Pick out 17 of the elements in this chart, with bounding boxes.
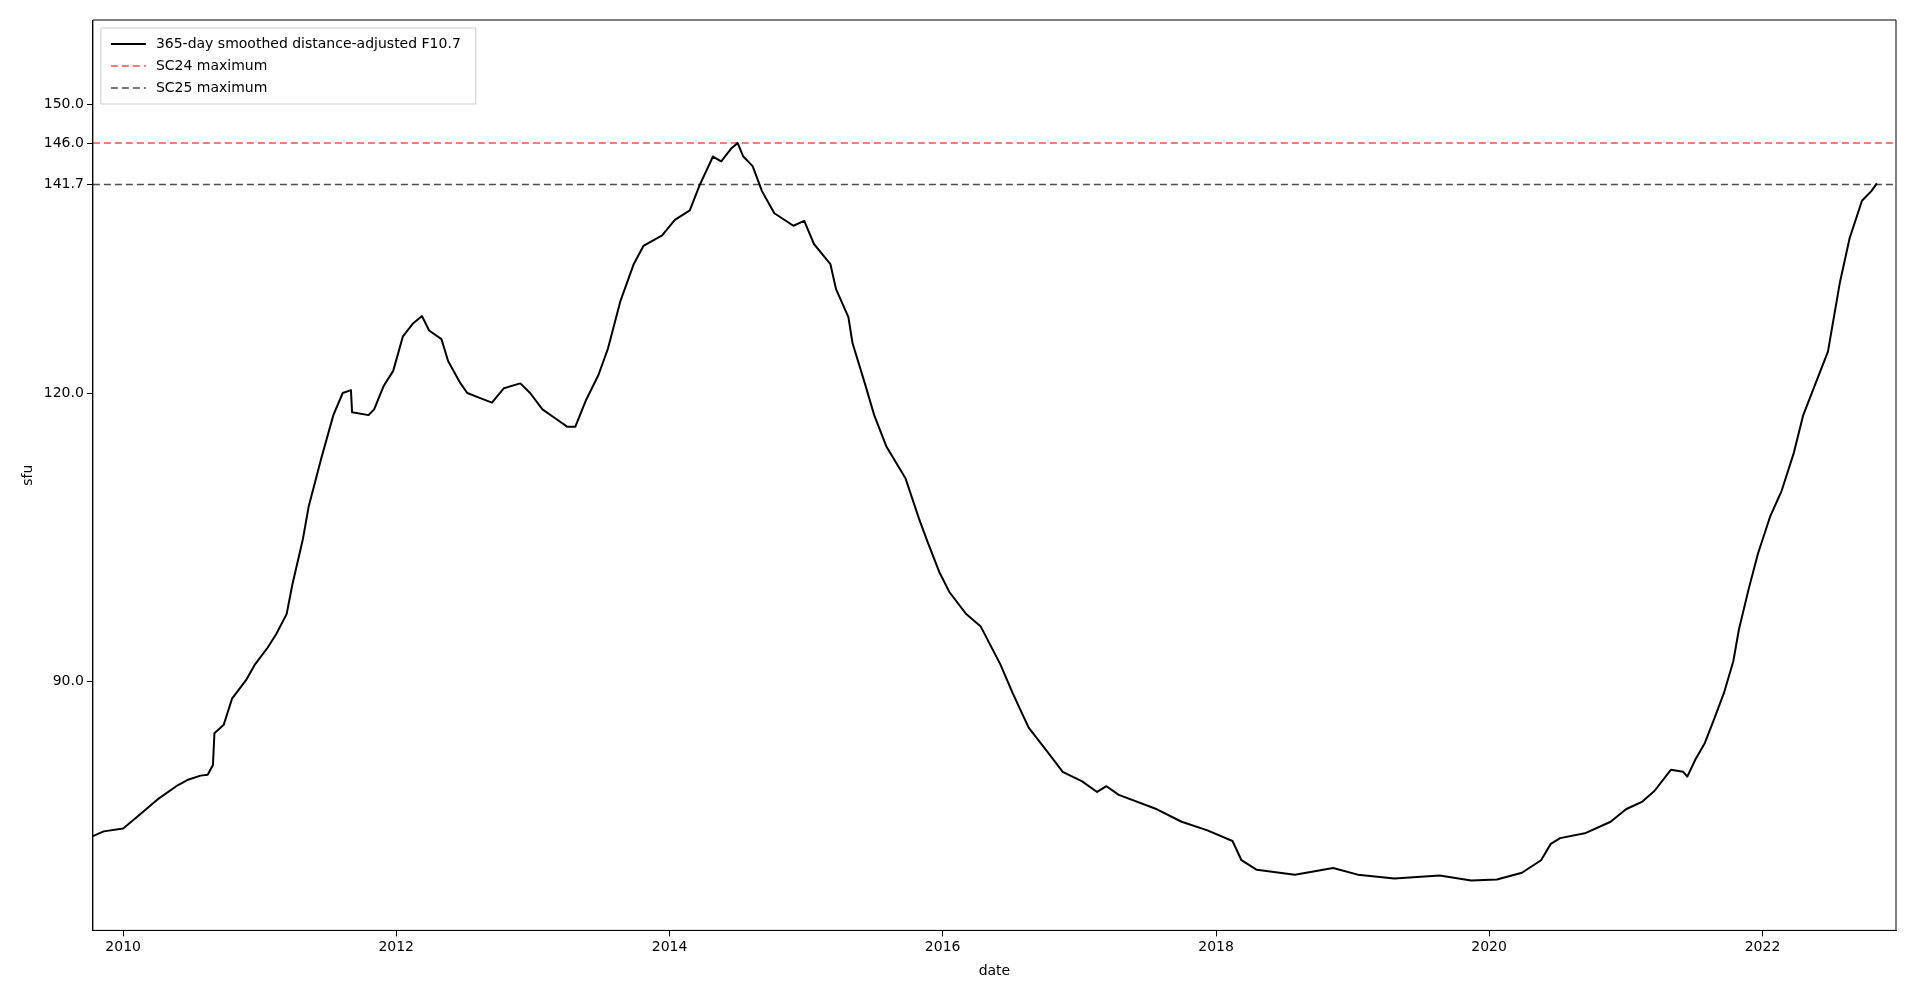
y-tick-label: 120.0 <box>43 383 84 400</box>
x-tick-label: 2016 <box>924 938 961 955</box>
x-tick-label: 2022 <box>1744 938 1781 955</box>
y-tick-label: 146.0 <box>43 133 84 150</box>
x-axis-title: date <box>978 962 1011 979</box>
legend-label: 365-day smoothed distance-adjusted F10.7 <box>155 34 461 51</box>
y-tick-label: 90.0 <box>52 672 84 689</box>
x-tick-label: 2010 <box>105 938 141 955</box>
y-tick-label: 150.0 <box>43 95 84 112</box>
legend-label: SC24 maximum <box>155 56 268 73</box>
x-tick-label: 2018 <box>1198 938 1234 955</box>
y-tick-label: 141.7 <box>43 175 84 192</box>
x-tick-label: 2012 <box>378 938 415 955</box>
x-tick-label: 2014 <box>651 938 688 955</box>
y-axis-title: sfu <box>19 464 36 486</box>
legend-label: SC25 maximum <box>155 78 268 95</box>
x-tick-label: 2020 <box>1471 938 1507 955</box>
